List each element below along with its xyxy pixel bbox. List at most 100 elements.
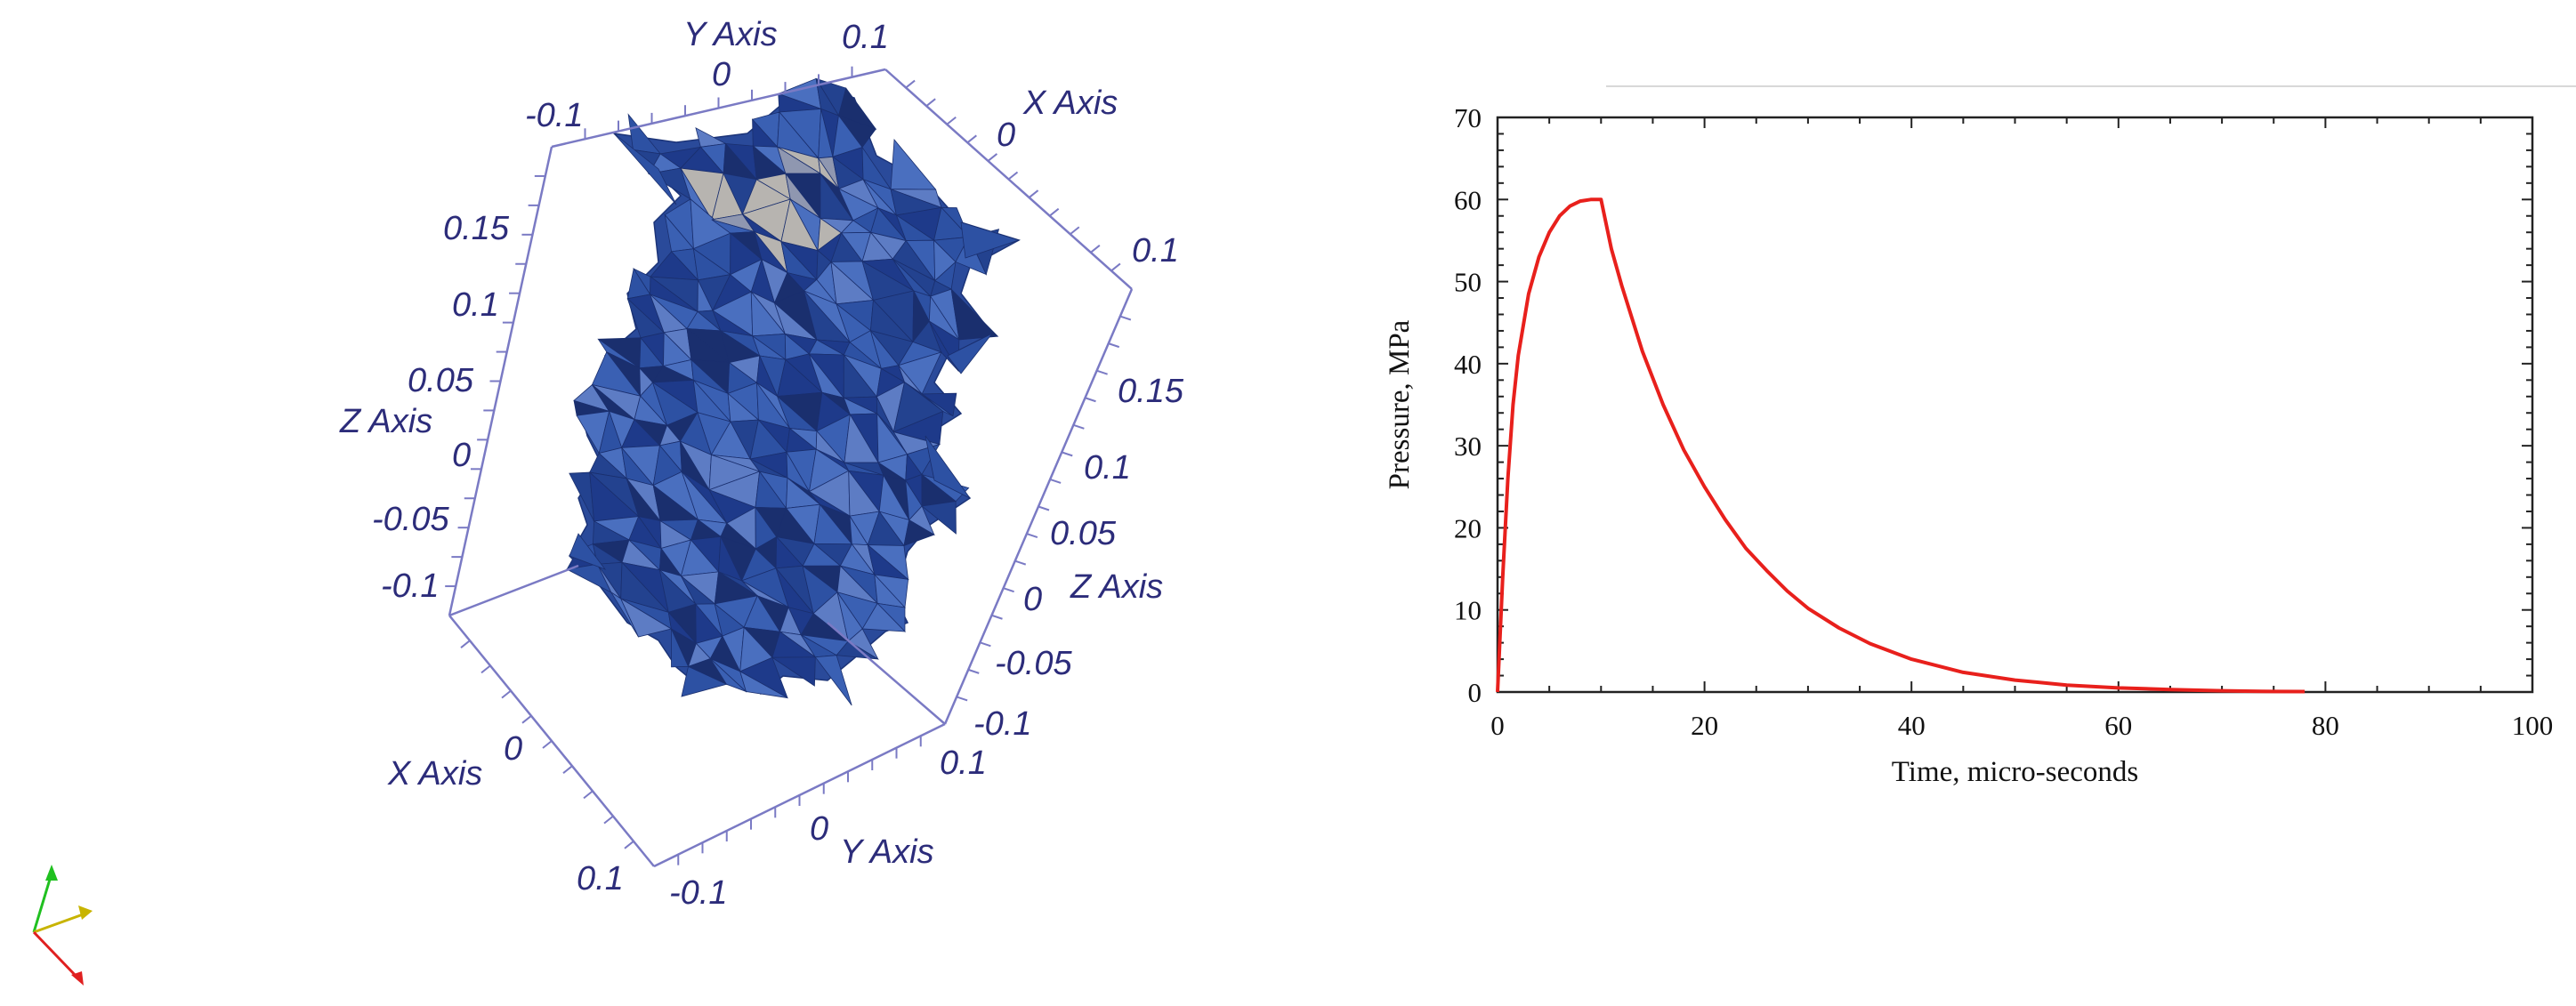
box-tick — [1061, 451, 1073, 457]
series-layer — [1496, 197, 2305, 694]
box-tick — [905, 79, 916, 89]
mesh-spike — [960, 221, 1021, 259]
plot-frame — [1496, 116, 2534, 694]
tick-label: 0.1 — [940, 744, 987, 782]
box-tick — [603, 815, 614, 825]
box-tick — [1026, 533, 1038, 539]
box-tick — [980, 641, 991, 648]
mesh-facet — [771, 656, 816, 687]
mesh-facet — [739, 671, 788, 698]
bounding-box-edge — [827, 622, 946, 725]
mesh-spike — [613, 133, 677, 205]
orientation-y-arrow — [45, 865, 58, 881]
x-tick-label: 40 — [1898, 710, 1926, 741]
axis-title-z-right: Z Axis — [1070, 568, 1163, 606]
tick-label: 0.1 — [577, 860, 624, 897]
box-tick — [1110, 262, 1121, 272]
box-tick — [1070, 226, 1080, 236]
tick-label: -0.1 — [381, 567, 439, 605]
box-tick — [966, 134, 977, 144]
tick-label: 0 — [504, 730, 522, 768]
tick-label: 0 — [452, 437, 471, 474]
x-tick-label: 0 — [1490, 710, 1505, 741]
series-line — [1496, 197, 2305, 694]
tick-label: 0.1 — [1132, 232, 1179, 270]
mesh-surface — [565, 77, 1021, 706]
axis-title-x-bottom: X Axis — [387, 755, 482, 793]
box-tick — [521, 715, 532, 724]
tick-label: 0.1 — [1084, 449, 1131, 487]
orientation-x-axis — [32, 930, 80, 980]
box-tick — [1028, 189, 1039, 198]
x-tick-label: 60 — [2104, 710, 2132, 741]
box-tick — [583, 790, 594, 800]
axis-title-x-right: X Axis — [1022, 85, 1118, 122]
box-ticks — [445, 66, 1132, 865]
orientation-axes-widget — [32, 865, 93, 986]
mesh-spike — [947, 333, 993, 374]
mesh-facet — [836, 640, 878, 660]
mesh-facet — [814, 655, 852, 706]
tick-label: 0.15 — [1118, 373, 1184, 410]
y-tick-label: 10 — [1454, 595, 1482, 626]
box-tick — [1007, 171, 1019, 181]
tick-label: -0.1 — [525, 97, 583, 134]
y-tick-label: 30 — [1454, 431, 1482, 462]
tick-label: -0.1 — [973, 705, 1031, 743]
box-tick — [946, 116, 957, 125]
x-tick-label: 80 — [2312, 710, 2339, 741]
mesh-facet — [861, 602, 906, 632]
tick-label: -0.1 — [669, 874, 727, 912]
orientation-y-axis — [32, 873, 53, 933]
box-tick — [956, 696, 968, 702]
box-tick — [1038, 505, 1050, 511]
y-axis: 0 10 20 30 40 50 60 70 — [1454, 102, 2532, 708]
box-tick — [967, 668, 980, 674]
mesh-facet — [670, 628, 690, 668]
tick-label: 0.05 — [408, 362, 474, 399]
tick-label: 0.1 — [452, 286, 499, 324]
box-tick — [542, 740, 553, 749]
box-tick — [1090, 245, 1101, 254]
mesh-facet — [921, 393, 954, 417]
axis-title-y-top: Y Axis — [683, 16, 778, 53]
box-tick — [501, 689, 512, 699]
mesh-spike — [569, 533, 607, 570]
box-tick — [624, 841, 634, 849]
box-tick — [925, 98, 936, 107]
x-axis: 0 20 40 60 80 100 — [1490, 117, 2553, 741]
axis-title-y-bottom: Y Axis — [840, 833, 934, 871]
box-tick — [1003, 587, 1014, 593]
mesh-spike — [925, 435, 971, 499]
tick-label: 0.05 — [1050, 515, 1117, 552]
y-tick-label: 50 — [1454, 267, 1482, 298]
orientation-z-arrow — [78, 905, 93, 920]
mesh-facet — [921, 501, 957, 535]
tick-label: 0 — [810, 810, 828, 848]
box-tick — [1096, 369, 1108, 375]
x-tick-label: 20 — [1691, 710, 1718, 741]
axis-title-z-left: Z Axis — [339, 403, 432, 440]
box-tick — [460, 640, 471, 648]
y-axis-label: Pressure, MPa — [1384, 319, 1416, 489]
box-tick — [1085, 397, 1096, 403]
mesh-facet — [903, 519, 935, 547]
x-tick-label: 100 — [2512, 710, 2554, 741]
tick-label: -0.05 — [995, 645, 1072, 682]
bounding-box-edge — [448, 564, 579, 617]
box-tick — [1119, 315, 1132, 321]
y-tick-label: 40 — [1454, 349, 1482, 380]
tick-label: 0.15 — [443, 210, 510, 247]
box-tick — [1049, 478, 1062, 484]
x-axis-label: Time, micro-seconds — [1892, 756, 2138, 788]
box-tick — [480, 664, 491, 674]
orientation-z-axis — [33, 912, 86, 934]
tick-label: 0 — [1023, 581, 1042, 618]
tick-label: 0.1 — [842, 19, 889, 56]
box-tick — [562, 765, 573, 774]
tick-label: 0 — [712, 56, 731, 93]
y-tick-label: 70 — [1454, 102, 1482, 133]
box-tick — [991, 614, 1003, 620]
